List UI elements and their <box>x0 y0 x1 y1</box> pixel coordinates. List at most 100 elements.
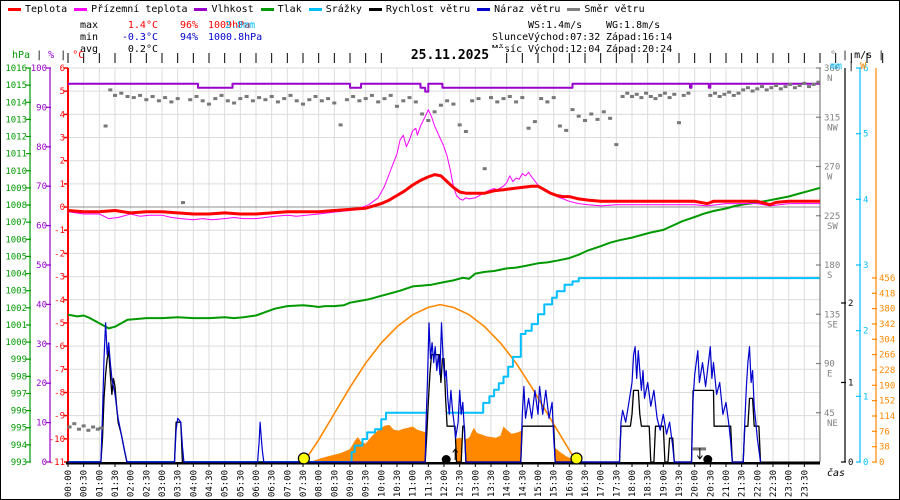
legend-label: Srážky <box>325 3 362 15</box>
svg-text:12:00: 12:00 <box>440 470 450 497</box>
max-pressure: 1009hPa <box>208 20 251 31</box>
wind-stats-row: WS:1.4m/s WG:1.8m/s <box>492 20 672 32</box>
svg-text:-5: -5 <box>54 319 65 329</box>
moonset-time: Západ:20:24 <box>606 44 673 55</box>
stats-summary: max 1.4°C 96% 1009hPa 2.8mm min -0.3°C 9… <box>80 20 360 56</box>
svg-text:06:00: 06:00 <box>252 470 262 497</box>
min-label: min <box>80 32 99 43</box>
svg-text:06:30: 06:30 <box>268 470 278 497</box>
x-axis-title: čas <box>827 468 846 479</box>
svg-text:135: 135 <box>824 310 840 320</box>
svg-text:NE: NE <box>827 419 838 429</box>
svg-text:0: 0 <box>848 458 853 468</box>
moon-marker-icon <box>441 455 451 464</box>
svg-text:342: 342 <box>879 320 895 330</box>
svg-text:76: 76 <box>879 427 890 437</box>
svg-text:23:30: 23:30 <box>800 470 810 497</box>
legend-label: Náraz větru <box>494 3 561 15</box>
svg-text:380: 380 <box>879 305 895 315</box>
svg-text:-1: -1 <box>54 226 65 236</box>
svg-text:1003: 1003 <box>5 287 27 297</box>
wind-speed-stat: WS:1.4m/s <box>528 20 583 31</box>
svg-text:70: 70 <box>36 182 47 192</box>
legend-label: Rychlost větru <box>385 3 471 15</box>
svg-text:1: 1 <box>863 392 868 402</box>
svg-text:03:30: 03:30 <box>174 470 184 497</box>
svg-text:1: 1 <box>848 378 853 388</box>
svg-text:12:30: 12:30 <box>456 470 466 497</box>
svg-text:456: 456 <box>879 274 895 284</box>
sun-moon-markers <box>297 448 713 465</box>
svg-text:45: 45 <box>824 409 835 419</box>
svg-text:993: 993 <box>11 458 27 468</box>
svg-text:2: 2 <box>60 157 65 167</box>
series-temperature <box>67 173 820 216</box>
legend-item: Teplota <box>8 4 67 15</box>
svg-text:40: 40 <box>36 300 47 310</box>
svg-text:114: 114 <box>879 412 895 422</box>
svg-text:NW: NW <box>827 123 838 133</box>
svg-text:04:30: 04:30 <box>205 470 215 497</box>
axis-unit: mm <box>830 61 843 72</box>
svg-text:1007: 1007 <box>5 218 27 228</box>
sun-row: Slunce Východ:07:32 Západ:16:14 <box>492 32 672 44</box>
svg-text:11:00: 11:00 <box>409 470 419 497</box>
svg-text:10:30: 10:30 <box>393 470 403 497</box>
svg-text:1004: 1004 <box>5 270 27 280</box>
legend-item: Přízemní teplota <box>74 4 187 15</box>
legend-item: Směr větru <box>567 4 645 15</box>
legend-swatch-icon <box>194 7 208 11</box>
wind-gust-stat: WG:1.8m/s <box>606 20 661 31</box>
x-axis-labels: 00:00 00:30 01:00 01:30 02:00 02:30 03:00 03:30… <box>64 463 810 497</box>
max-precip: 2.8mm <box>225 20 256 31</box>
axis-unit: m/s <box>854 50 873 61</box>
svg-text:225: 225 <box>824 212 840 222</box>
svg-text:01:00: 01:00 <box>95 470 105 497</box>
series-humidity <box>67 82 820 93</box>
svg-text:6: 6 <box>863 64 868 74</box>
svg-text:999: 999 <box>11 355 27 365</box>
svg-text:20:30: 20:30 <box>706 470 716 497</box>
svg-text:20:00: 20:00 <box>691 470 701 497</box>
svg-text:4: 4 <box>863 195 868 205</box>
svg-text:998: 998 <box>11 372 27 382</box>
min-pressure: 1000.8hPa <box>208 32 263 43</box>
series-ground-temperature <box>67 109 820 221</box>
axis-unit: hPa <box>12 50 31 61</box>
svg-text:-8: -8 <box>54 388 65 398</box>
legend-label: Teplota <box>25 3 68 15</box>
svg-text:80: 80 <box>36 143 47 153</box>
svg-text:19:30: 19:30 <box>675 470 685 497</box>
min-temp: -0.3°C <box>121 32 158 43</box>
svg-text:1002: 1002 <box>5 304 27 314</box>
svg-text:5: 5 <box>60 87 65 97</box>
svg-text:0: 0 <box>60 203 65 213</box>
svg-text:996: 996 <box>11 407 27 417</box>
moon-row: Měsíc Východ:12:04 Západ:20:24 <box>492 44 672 56</box>
legend-item: Srážky <box>308 3 362 15</box>
svg-text:1001: 1001 <box>5 321 27 331</box>
svg-text:07:00: 07:00 <box>283 470 293 497</box>
svg-text:14:00: 14:00 <box>503 470 513 497</box>
svg-text:360: 360 <box>824 64 840 74</box>
series-wind-direction <box>67 80 821 451</box>
svg-text:03:00: 03:00 <box>158 470 168 497</box>
svg-text:1014: 1014 <box>5 98 27 108</box>
svg-text:22:30: 22:30 <box>769 470 779 497</box>
stats-min-row: min -0.3°C 94% 1000.8hPa <box>80 32 360 44</box>
avg-temp: 0.2°C <box>127 44 158 55</box>
svg-text:1: 1 <box>60 180 65 190</box>
sunrise-time: Východ:07:32 <box>528 32 601 43</box>
svg-text:00:00: 00:00 <box>64 470 74 497</box>
svg-text:228: 228 <box>879 366 895 376</box>
svg-text:20: 20 <box>36 379 47 389</box>
svg-text:5: 5 <box>863 130 868 140</box>
svg-text:997: 997 <box>11 389 27 399</box>
legend-label: Přízemní teplota <box>91 3 188 15</box>
svg-text:-3: -3 <box>54 273 65 283</box>
legend-item: Náraz větru <box>477 4 560 15</box>
svg-text:-4: -4 <box>54 296 65 306</box>
svg-text:S: S <box>827 271 832 281</box>
